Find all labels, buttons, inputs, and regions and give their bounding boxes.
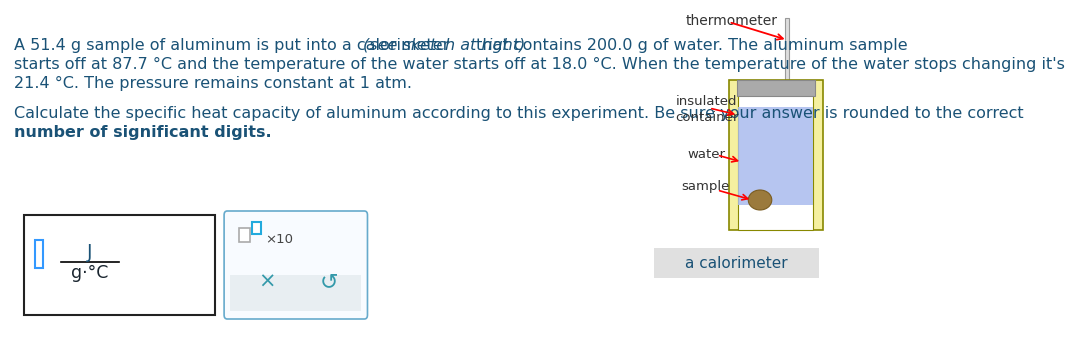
Text: sample: sample — [681, 180, 729, 193]
Text: starts off at 87.7 °C and the temperature of the water starts off at 18.0 °C. Wh: starts off at 87.7 °C and the temperatur… — [14, 57, 1065, 72]
Text: (see sketch at right): (see sketch at right) — [363, 38, 525, 53]
Text: that contains 200.0 g of water. The aluminum sample: that contains 200.0 g of water. The alum… — [470, 38, 908, 53]
Text: ↺: ↺ — [320, 272, 338, 292]
Text: number of significant digits.: number of significant digits. — [14, 125, 272, 140]
Bar — [240, 228, 250, 242]
Text: insulated
container: insulated container — [676, 95, 739, 124]
Ellipse shape — [784, 200, 790, 210]
Text: ×: × — [258, 272, 275, 292]
Bar — [786, 110, 788, 200]
Bar — [737, 80, 815, 96]
Text: a calorimeter: a calorimeter — [685, 256, 788, 270]
Text: water: water — [687, 148, 725, 161]
Text: thermometer: thermometer — [685, 14, 778, 28]
Bar — [785, 18, 789, 203]
Text: A 51.4 g sample of aluminum is put into a calorimeter: A 51.4 g sample of aluminum is put into … — [14, 38, 454, 53]
Bar — [654, 248, 818, 278]
Text: 21.4 °C. The pressure remains constant at 1 atm.: 21.4 °C. The pressure remains constant a… — [14, 76, 412, 91]
Bar — [251, 222, 261, 234]
Bar — [738, 107, 813, 205]
Bar — [738, 92, 813, 230]
FancyBboxPatch shape — [224, 211, 367, 319]
Text: J: J — [87, 243, 92, 262]
Bar — [728, 80, 823, 230]
Text: Calculate the specific heat capacity of aluminum according to this experiment. B: Calculate the specific heat capacity of … — [14, 106, 1024, 121]
Bar — [24, 215, 216, 315]
Ellipse shape — [749, 190, 772, 210]
Bar — [230, 275, 361, 311]
Text: ×10: ×10 — [265, 233, 293, 246]
Bar — [35, 240, 43, 268]
Text: g·°C: g·°C — [71, 264, 108, 282]
